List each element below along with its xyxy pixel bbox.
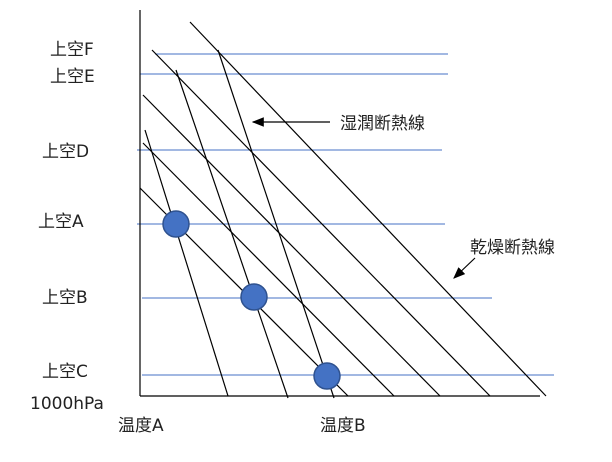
level-label: 上空F [50,40,94,60]
dry-adiabat [189,21,547,397]
moist-adiabat [144,129,229,397]
moist-adiabat [217,49,335,399]
annotation: 乾燥断熱線 [470,238,555,258]
annotation: 湿潤断熱線 [340,114,425,134]
dry-adiabat [142,94,441,397]
point [162,210,190,238]
level-label: 上空C [42,362,88,382]
level-label: 上空A [38,212,84,232]
base-label: 1000hPa [30,394,104,414]
level-label: 上空E [50,67,95,87]
temperature-label: 温度A [118,416,164,436]
dry-adiabat [151,49,491,397]
dry-adiabat [142,142,395,397]
level-label: 上空B [42,288,88,308]
arrow [453,257,476,279]
moist-adiabat [175,69,289,399]
point [313,362,341,390]
temperature-label: 温度B [320,416,366,436]
point [240,283,268,311]
level-label: 上空D [42,142,89,162]
